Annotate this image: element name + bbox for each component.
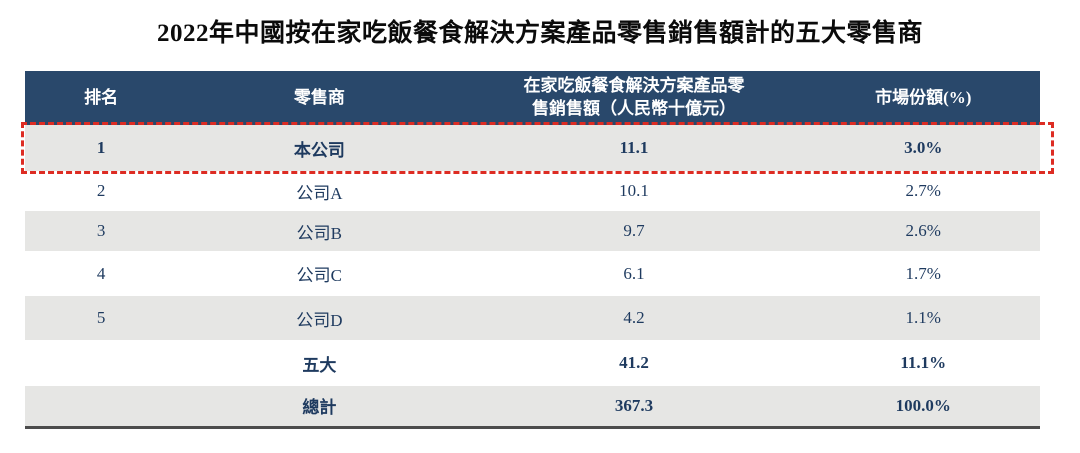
table-row-grand-total: 總計 367.3 100.0% xyxy=(25,386,1040,427)
cell-retailer: 五大 xyxy=(302,355,337,375)
cell-rank xyxy=(25,340,177,386)
col-header-sales-line2: 售銷售額（人民幣十億元） xyxy=(531,99,736,118)
cell-rank: 2 xyxy=(96,181,106,200)
cell-sales: 10.1 xyxy=(619,181,649,200)
cell-rank: 1 xyxy=(96,138,106,157)
cell-rank: 5 xyxy=(96,308,106,327)
cell-sales: 367.3 xyxy=(614,395,654,415)
table-row-company: 1 本公司 11.1 3.0% xyxy=(25,125,1040,171)
table-body: 1 本公司 11.1 3.0% 2 公司A 10.1 2.7% 3 公司B 9.… xyxy=(25,125,1040,427)
retailers-table: 排名 零售商 在家吃飯餐食解決方案產品零 售銷售額（人民幣十億元） 市場份額(%… xyxy=(25,71,1040,429)
col-header-rank: 排名 xyxy=(25,71,178,125)
cell-rank: 3 xyxy=(96,221,106,240)
page-title: 2022年中國按在家吃飯餐食解決方案產品零售銷售額計的五大零售商 xyxy=(156,20,923,47)
cell-rank: 4 xyxy=(96,263,106,283)
cell-retailer: 公司A xyxy=(296,183,343,203)
table-row: 3 公司B 9.7 2.6% xyxy=(25,211,1040,251)
cell-share: 100.0% xyxy=(895,395,951,415)
col-header-retailer: 零售商 xyxy=(177,71,462,125)
table-row: 2 公司A 10.1 2.7% xyxy=(25,171,1040,211)
col-header-sales-line1: 在家吃飯餐食解決方案產品零 xyxy=(523,76,745,96)
cell-retailer: 公司B xyxy=(296,223,343,243)
cell-sales: 9.7 xyxy=(623,221,645,240)
cell-share: 1.7% xyxy=(905,263,941,283)
table-row-top-five-total: 五大 41.2 11.1% xyxy=(25,340,1040,386)
cell-retailer: 公司D xyxy=(296,310,343,330)
cell-share: 2.7% xyxy=(905,181,941,200)
cell-share: 2.6% xyxy=(905,221,941,240)
cell-retailer: 公司C xyxy=(296,266,343,285)
cell-sales: 6.1 xyxy=(623,263,645,283)
cell-share: 3.0% xyxy=(904,138,943,157)
table-header: 排名 零售商 在家吃飯餐食解決方案產品零 售銷售額（人民幣十億元） 市場份額(%… xyxy=(25,71,1040,125)
retailers-table-container: 排名 零售商 在家吃飯餐食解決方案產品零 售銷售額（人民幣十億元） 市場份額(%… xyxy=(21,71,1054,429)
header-row: 排名 零售商 在家吃飯餐食解決方案產品零 售銷售額（人民幣十億元） 市場份額(%… xyxy=(25,71,1040,125)
table-row: 5 公司D 4.2 1.1% xyxy=(25,296,1040,340)
cell-rank xyxy=(25,386,177,427)
cell-retailer: 總計 xyxy=(302,398,337,418)
col-header-share: 市場份額(%) xyxy=(806,71,1040,125)
cell-sales: 11.1 xyxy=(619,138,649,157)
cell-sales: 41.2 xyxy=(619,353,649,372)
cell-share: 11.1% xyxy=(900,353,947,372)
col-header-sales: 在家吃飯餐食解決方案產品零 售銷售額（人民幣十億元） xyxy=(461,71,807,125)
cell-share: 1.1% xyxy=(905,308,941,327)
table-row: 4 公司C 6.1 1.7% xyxy=(25,251,1040,296)
cell-sales: 4.2 xyxy=(623,308,645,327)
cell-retailer: 本公司 xyxy=(293,140,345,160)
